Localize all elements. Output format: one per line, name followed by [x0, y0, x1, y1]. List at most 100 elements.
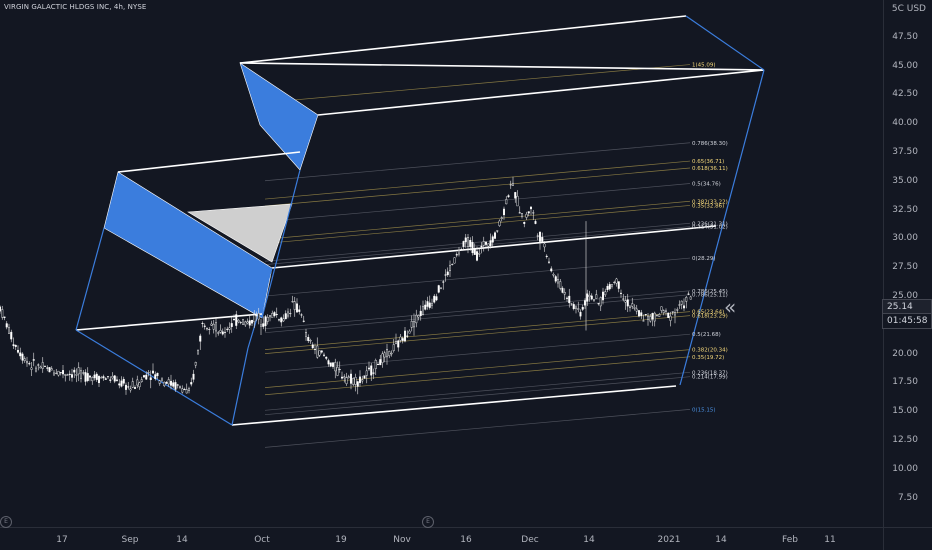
candle-body [518, 212, 521, 214]
candle-body [667, 312, 670, 318]
fib-line [264, 200, 691, 240]
candle-body [444, 274, 447, 276]
fib-label: 0.5(34.76) [692, 182, 721, 188]
fib-line [264, 64, 691, 103]
price-tick: 45.00 [892, 60, 918, 71]
candle-body [545, 255, 548, 257]
candle-body [368, 367, 371, 370]
candle-body [575, 306, 578, 309]
candle-body [568, 295, 571, 304]
candle-body [205, 328, 208, 330]
lower-edge [247, 267, 273, 349]
candle-body [563, 292, 566, 295]
candle-body [298, 309, 301, 312]
candle-body [541, 237, 544, 242]
price-tick: 40.00 [892, 118, 918, 129]
candle-body [183, 389, 186, 391]
fib-label: 0.214(31.02) [692, 225, 728, 231]
candle-body [525, 213, 528, 218]
candle-body [320, 350, 323, 353]
candle-body [111, 375, 114, 379]
candle-body [160, 378, 163, 381]
fib-labels: 1(45.09) 0.786(38.30) 0.65(36.71)0.618(36.… [692, 63, 728, 414]
candle-body [559, 281, 562, 289]
candle-body [476, 251, 479, 261]
candle-body [271, 313, 274, 318]
fib-line [264, 167, 691, 207]
candle-body [451, 263, 454, 265]
time-axis[interactable]: 17 Sep 14 Oct 19 Nov 16 Dec 14 2021 14 Feb 11 [0, 527, 884, 550]
candle-body [5, 323, 8, 328]
candle-body [417, 315, 420, 318]
earnings-icon[interactable]: E [422, 516, 434, 528]
candle-body [149, 377, 152, 381]
candle-body [334, 362, 337, 372]
candle-body [151, 370, 154, 374]
fib-label: 0.65(36.71) [692, 159, 724, 165]
candle-body [55, 372, 58, 374]
candle-body [336, 367, 339, 376]
candle-body [174, 382, 177, 390]
candle-body [84, 372, 87, 382]
fib-label: 0.786(38.30) [692, 141, 728, 147]
axis-corner [883, 527, 932, 550]
candle-body [172, 382, 175, 387]
candle-body [21, 353, 24, 361]
candle-body [122, 378, 125, 384]
candle-body [323, 354, 326, 356]
candle-body [620, 292, 623, 294]
candle-body [109, 379, 112, 381]
earnings-icon[interactable]: E [0, 516, 12, 528]
candle-body [212, 323, 215, 330]
candle-body [221, 331, 224, 335]
price-tick: 15.00 [892, 406, 918, 417]
candle-body [241, 319, 244, 325]
fib-label: 0.382(20.34) [692, 348, 728, 354]
candle-body [156, 372, 159, 377]
candle-body [73, 369, 76, 373]
candle-body [635, 308, 638, 312]
candle-body [296, 303, 299, 313]
candle-body [669, 315, 672, 321]
candle-body [590, 295, 593, 300]
candle-body [169, 380, 172, 386]
candle-body [257, 313, 260, 320]
candle-body [455, 254, 458, 256]
candle-body [595, 294, 598, 299]
collapse-panel-button[interactable]: « [724, 295, 737, 319]
candle-body [433, 295, 436, 303]
fib-line [264, 226, 691, 265]
candle-body [633, 307, 636, 309]
candle-body [653, 312, 656, 322]
price-tick: 20.00 [892, 348, 918, 359]
candle-body [557, 278, 560, 284]
candle-body [1, 309, 4, 318]
candle-body [550, 268, 553, 272]
time-tick: 17 [56, 535, 68, 545]
fib-label: 0.5(21.68) [692, 332, 721, 338]
candle-body [615, 278, 618, 284]
fib-label: 0.214(17.99) [692, 375, 728, 381]
candle-body [460, 249, 463, 251]
candle-body [347, 376, 350, 379]
candle-body [608, 284, 611, 290]
channel-drawings[interactable] [75, 15, 765, 426]
candle-body [440, 287, 443, 289]
candle-body [626, 299, 629, 307]
candle-body [435, 296, 438, 301]
candle-body [30, 367, 33, 370]
candle-body [142, 375, 145, 378]
candle-body [395, 341, 398, 344]
price-tick: 35.00 [892, 175, 918, 186]
candle-body [219, 329, 222, 333]
price-axis[interactable]: 5C USD 47.50 45.00 42.50 40.00 37.50 35.00 32.… [883, 0, 932, 528]
candle-body [194, 362, 197, 366]
candle-body [338, 369, 341, 371]
channel-right-edge [679, 69, 765, 386]
candle-body [422, 306, 425, 315]
candle-body [674, 312, 677, 316]
fib-label: 0.236(18.37) [692, 370, 728, 376]
candle-body [70, 374, 73, 378]
candle-body [377, 364, 380, 366]
